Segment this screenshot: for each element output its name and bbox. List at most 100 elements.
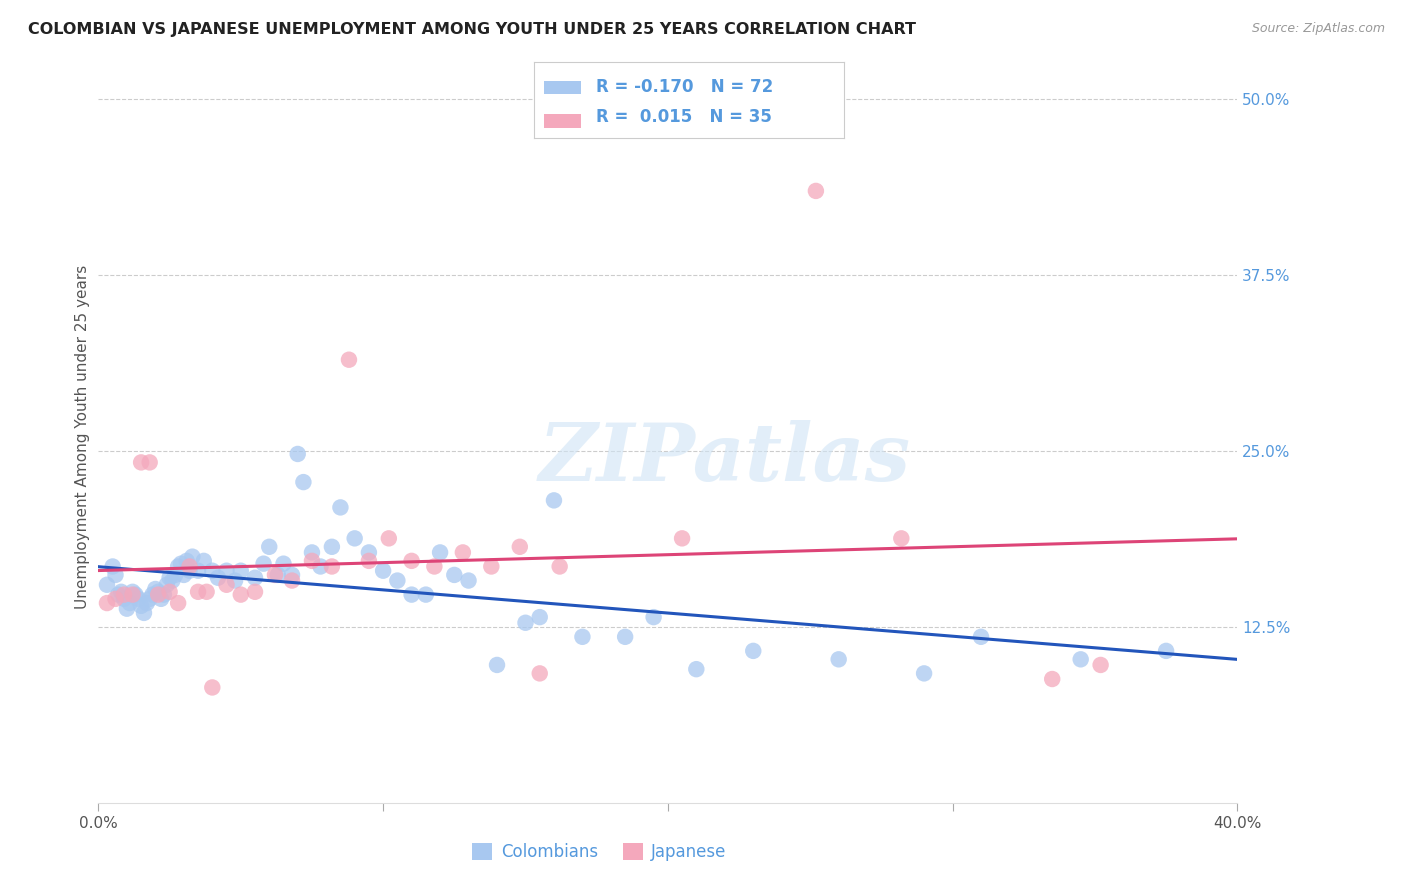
Point xyxy=(112,588,135,602)
Legend: Colombians, Japanese: Colombians, Japanese xyxy=(465,836,734,868)
Point xyxy=(129,599,152,613)
Text: R = -0.170   N = 72: R = -0.170 N = 72 xyxy=(596,78,773,96)
Point xyxy=(129,455,152,469)
Point xyxy=(179,564,201,578)
Point xyxy=(148,584,170,599)
Point xyxy=(173,568,195,582)
Point xyxy=(127,591,149,606)
Point xyxy=(138,455,160,469)
Point xyxy=(1070,652,1092,666)
Point xyxy=(309,559,332,574)
Point xyxy=(229,564,252,578)
Point xyxy=(451,545,474,559)
Point xyxy=(515,615,537,630)
Point xyxy=(156,578,179,592)
Point xyxy=(543,493,565,508)
Point xyxy=(193,554,215,568)
Point xyxy=(321,559,343,574)
Point xyxy=(529,610,551,624)
Point xyxy=(170,557,193,571)
Point xyxy=(401,554,423,568)
Point xyxy=(828,652,851,666)
Point xyxy=(429,545,451,559)
Text: R =  0.015   N = 35: R = 0.015 N = 35 xyxy=(596,108,772,126)
Point xyxy=(509,540,531,554)
Point xyxy=(259,540,281,554)
Point xyxy=(281,568,304,582)
Point xyxy=(181,549,204,564)
Point xyxy=(112,591,135,606)
Point xyxy=(215,578,238,592)
Point xyxy=(150,591,173,606)
Point xyxy=(301,554,323,568)
Point xyxy=(96,578,118,592)
Point xyxy=(1040,672,1063,686)
Text: Source: ZipAtlas.com: Source: ZipAtlas.com xyxy=(1251,22,1385,36)
Text: ZIPatlas: ZIPatlas xyxy=(538,420,911,498)
Point xyxy=(357,545,380,559)
Point xyxy=(121,584,143,599)
Point xyxy=(1090,657,1112,672)
Point xyxy=(162,574,184,588)
Point xyxy=(176,554,198,568)
Point xyxy=(292,475,315,489)
Point xyxy=(121,588,143,602)
Point xyxy=(159,584,181,599)
Point xyxy=(104,591,127,606)
Point xyxy=(423,559,446,574)
Point xyxy=(243,584,266,599)
Point xyxy=(207,571,229,585)
Point xyxy=(148,588,170,602)
Point xyxy=(96,596,118,610)
Point xyxy=(1154,644,1177,658)
Point xyxy=(890,532,912,546)
Point xyxy=(614,630,637,644)
Point xyxy=(187,564,209,578)
Point xyxy=(201,564,224,578)
FancyBboxPatch shape xyxy=(544,114,581,128)
Point xyxy=(104,568,127,582)
Point xyxy=(486,657,509,672)
Point xyxy=(301,545,323,559)
Point xyxy=(101,559,124,574)
Point xyxy=(548,559,571,574)
Point xyxy=(167,559,190,574)
Point xyxy=(267,568,290,582)
Point xyxy=(167,596,190,610)
Point xyxy=(141,588,163,602)
Point xyxy=(132,606,155,620)
Point xyxy=(343,532,366,546)
Point xyxy=(387,574,409,588)
Point xyxy=(281,574,304,588)
Point xyxy=(273,557,295,571)
Point xyxy=(804,184,827,198)
Point xyxy=(321,540,343,554)
Point xyxy=(135,596,157,610)
Point xyxy=(195,584,218,599)
Point xyxy=(107,588,129,602)
Point xyxy=(215,564,238,578)
Point xyxy=(124,588,146,602)
Point xyxy=(529,666,551,681)
Point xyxy=(118,596,141,610)
Point xyxy=(742,644,765,658)
Point xyxy=(153,588,176,602)
Point xyxy=(138,591,160,606)
Point xyxy=(179,559,201,574)
FancyBboxPatch shape xyxy=(544,80,581,95)
Point xyxy=(115,601,138,615)
Point xyxy=(243,571,266,585)
Point xyxy=(479,559,502,574)
Point xyxy=(357,554,380,568)
Point xyxy=(337,352,360,367)
Point xyxy=(329,500,352,515)
Point xyxy=(671,532,693,546)
Point xyxy=(264,568,287,582)
Point xyxy=(159,571,181,585)
Point xyxy=(912,666,935,681)
Point xyxy=(685,662,707,676)
Text: COLOMBIAN VS JAPANESE UNEMPLOYMENT AMONG YOUTH UNDER 25 YEARS CORRELATION CHART: COLOMBIAN VS JAPANESE UNEMPLOYMENT AMONG… xyxy=(28,22,917,37)
Point xyxy=(201,681,224,695)
Point xyxy=(457,574,479,588)
Point xyxy=(571,630,593,644)
